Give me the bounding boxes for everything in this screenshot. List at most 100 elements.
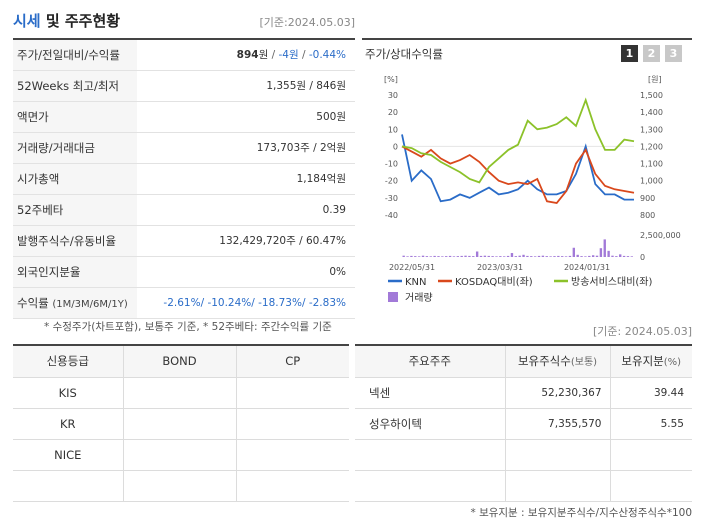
volume-bar (611, 255, 614, 257)
table-row (355, 470, 692, 502)
holder-pct (609, 439, 692, 471)
quote-label: 52주베타 (13, 195, 137, 225)
chart-tab-1[interactable]: 1 (621, 45, 638, 62)
volume-tick-label: 2,500,000 (640, 231, 681, 240)
credit-header-bond: BOND (122, 345, 236, 378)
y-right-tick-label: 900 (640, 194, 655, 203)
credit-header-grade: 신용등급 (13, 345, 123, 378)
volume-bar (595, 255, 599, 257)
credit-agency: KIS (13, 377, 123, 409)
volume-bar (452, 256, 456, 257)
volume-bar (468, 255, 471, 257)
volume-bar (603, 239, 606, 257)
volume-bar (491, 256, 494, 257)
y-right-tick-label: 1,200 (640, 142, 663, 151)
volume-bar (417, 256, 421, 257)
y-left-tick-label: 30 (388, 91, 398, 100)
volume-bar (607, 250, 610, 257)
volume-bar (549, 256, 552, 257)
volume-bar (599, 248, 603, 257)
quote-label: 거래량/거래대금 (13, 133, 137, 163)
volume-bar (460, 255, 463, 257)
quote-value: 0% (329, 266, 346, 278)
x-tick-label: 2024/01/31 (564, 263, 610, 272)
volume-bar (545, 256, 548, 257)
holder-shares: 52,230,367 (504, 377, 610, 409)
quote-row-52weeks: 52Weeks 최고/최저 1,355원 / 846원 (13, 71, 355, 102)
holder-name (355, 470, 505, 502)
table-row: 넥센 52,230,367 39.44 (355, 377, 692, 409)
volume-bar (580, 256, 583, 257)
volume-bar (572, 247, 575, 257)
table-row (13, 470, 349, 502)
quote-label: 시가총액 (13, 164, 137, 194)
quote-value: 132,429,720주 / 60.47% (219, 235, 346, 247)
volume-bar (576, 254, 579, 257)
volume-bar (487, 255, 490, 257)
y-left-tick-label: -30 (385, 194, 398, 203)
volume-bar (402, 255, 405, 257)
volume-bar (464, 255, 467, 257)
quote-label: 액면가 (13, 102, 137, 132)
volume-bar (514, 256, 517, 257)
holder-header-pct: 보유지분(%) (609, 345, 692, 378)
credit-bond (122, 439, 236, 471)
quote-row-beta: 52주베타 0.39 (13, 195, 355, 226)
credit-agency (13, 470, 123, 502)
legend-label: KOSDAQ대비(좌) (455, 276, 533, 288)
volume-bar (518, 255, 521, 257)
volume-bar (530, 256, 533, 257)
quote-label: 주가/전일대비/수익률 (13, 40, 137, 70)
y-right-tick-label: 800 (640, 211, 655, 220)
credit-bond (122, 470, 236, 502)
volume-bar (483, 255, 487, 257)
volume-bar (541, 255, 545, 257)
holder-name: 성우하이텍 (355, 408, 505, 440)
credit-bond (122, 377, 236, 409)
holder-shares (504, 470, 610, 502)
quote-footnote: * 수정주가(차트포함), 보통주 기준, * 52주베타: 주간수익률 기준 (44, 321, 332, 333)
volume-bar (448, 255, 452, 257)
chart-title: 주가/상대수익률 (365, 47, 443, 61)
volume-bar (445, 256, 448, 257)
volume-bar (421, 255, 425, 257)
chart-tab-2[interactable]: 2 (643, 45, 660, 62)
volume-bar (630, 256, 633, 257)
quote-label: 52Weeks 최고/최저 (13, 71, 137, 101)
y-left-tick-label: -40 (385, 211, 398, 220)
volume-bar (510, 253, 514, 257)
y-left-tick-label: 0 (393, 142, 398, 151)
holder-header-shares: 보유주식수(보통) (504, 345, 610, 378)
volume-bar (622, 255, 626, 257)
credit-cp (235, 470, 349, 502)
volume-bar (588, 255, 591, 257)
price-change: -4원 (278, 49, 299, 61)
quote-row-price: 주가/전일대비/수익률 894원 / -4원 / -0.44% (13, 40, 355, 71)
price-rate: -0.44% (308, 49, 346, 61)
volume-bar (425, 256, 429, 257)
volume-bar (626, 256, 630, 257)
quote-row-par-value: 액면가 500원 (13, 102, 355, 133)
volume-bar (433, 255, 436, 257)
y-left-tick-label: 10 (388, 125, 398, 134)
volume-bar (584, 256, 587, 257)
volume-bar (568, 255, 572, 257)
volume-bar (437, 256, 440, 257)
quote-row-shares: 발행주식수/유동비율 132,429,720주 / 60.47% (13, 226, 355, 257)
quote-label: 발행주식수/유동비율 (13, 226, 137, 256)
legend-label: KNN (405, 277, 427, 288)
quote-label: 외국인지분율 (13, 257, 137, 287)
holder-pct: 39.44 (609, 377, 692, 409)
chart-tab-3[interactable]: 3 (665, 45, 682, 62)
credit-agency: NICE (13, 439, 123, 471)
volume-bar (499, 256, 502, 257)
chart-tabs: 1 2 3 (621, 45, 682, 62)
quote-value: 173,703주 / 2억원 (256, 142, 346, 154)
volume-bar (591, 255, 595, 257)
chart-panel: 주가/상대수익률 1 2 3 [%] [원] 30 20 10 0 -10 -20 -30 -40… (362, 38, 692, 313)
series-line-방송서비스대비(좌) (401, 97, 635, 184)
credit-header-cp: CP (235, 345, 349, 378)
volume-bar (526, 255, 529, 257)
volume-bar (429, 256, 432, 257)
quote-row-market-cap: 시가총액 1,184억원 (13, 164, 355, 195)
